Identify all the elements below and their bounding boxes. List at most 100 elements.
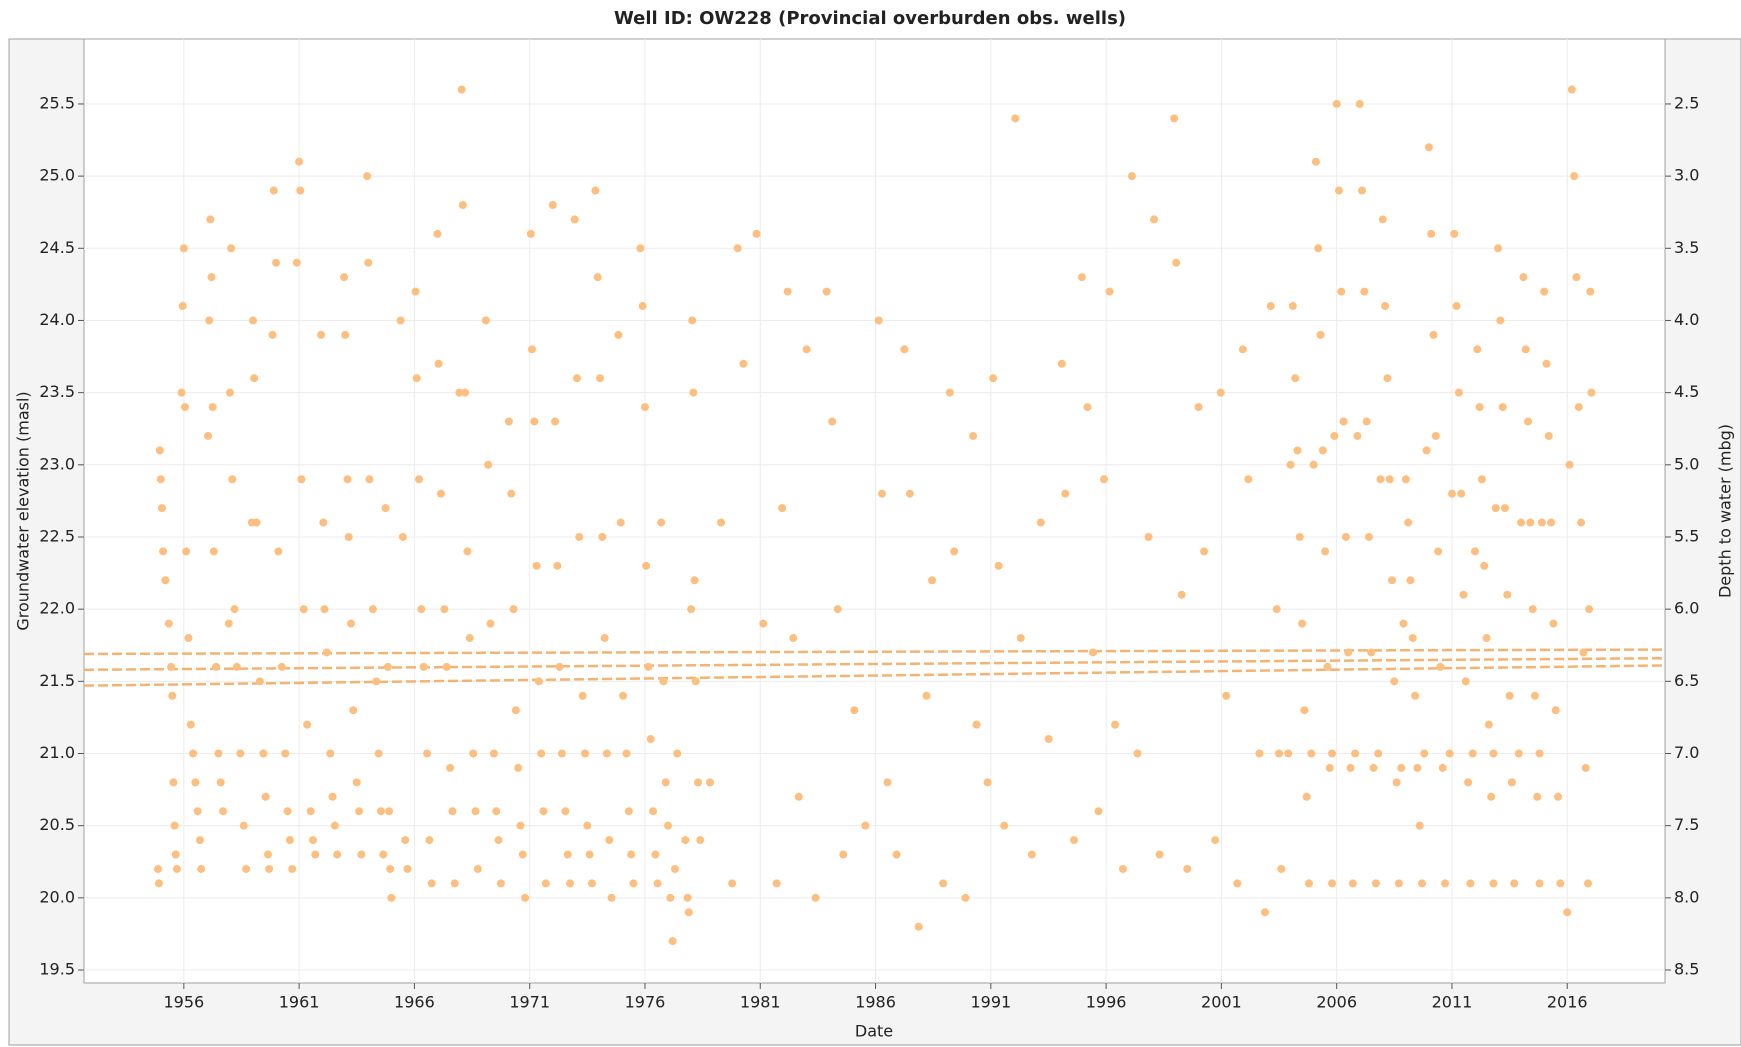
y-tick-label: 22.0 (39, 599, 75, 618)
y2-tick-label: 7.5 (1674, 815, 1699, 834)
point (365, 475, 374, 484)
x-tick-label: 1956 (163, 993, 204, 1012)
point (352, 778, 361, 787)
point (1016, 634, 1025, 643)
point (1408, 634, 1417, 643)
point (1291, 374, 1300, 383)
point (219, 807, 228, 816)
point (1183, 864, 1192, 873)
point (434, 359, 443, 368)
point (379, 850, 388, 859)
y-axis-label: Groundwater elevation (masl) (14, 391, 33, 630)
point (644, 662, 653, 671)
point (1491, 504, 1500, 513)
point (511, 706, 520, 715)
point (285, 836, 294, 845)
point (900, 345, 909, 354)
point (989, 374, 998, 383)
point (261, 792, 270, 801)
point (179, 244, 188, 253)
point (473, 864, 482, 873)
point (171, 850, 180, 859)
point (1300, 706, 1309, 715)
point (1417, 879, 1426, 888)
point (486, 619, 495, 628)
point (206, 215, 215, 224)
point (398, 532, 407, 541)
point (1556, 879, 1565, 888)
point (1480, 561, 1489, 570)
point (670, 864, 679, 873)
point (1537, 518, 1546, 527)
point (1044, 735, 1053, 744)
point (263, 850, 272, 859)
point (448, 807, 457, 816)
point (207, 273, 216, 282)
point (319, 518, 328, 527)
point (532, 561, 541, 570)
point (436, 489, 445, 498)
y2-tick-label: 4.0 (1674, 310, 1699, 329)
point (1194, 403, 1203, 412)
point (516, 821, 525, 830)
point (1484, 720, 1493, 729)
point (1500, 504, 1509, 513)
point (1390, 677, 1399, 686)
x-tick-label: 1971 (509, 993, 550, 1012)
point (518, 850, 527, 859)
point (450, 879, 459, 888)
point (1489, 879, 1498, 888)
point (1489, 749, 1498, 758)
point (374, 749, 383, 758)
point (227, 244, 236, 253)
point (364, 258, 373, 267)
point (1397, 763, 1406, 772)
point (1284, 749, 1293, 758)
point (1583, 879, 1592, 888)
y2-tick-label: 3.0 (1674, 166, 1699, 185)
point (509, 605, 518, 614)
point (236, 749, 245, 758)
point (1482, 634, 1491, 643)
y2-tick-label: 3.5 (1674, 238, 1699, 257)
x-axis-label: Date (855, 1022, 893, 1041)
y-tick-label: 19.5 (39, 960, 75, 979)
point (403, 864, 412, 873)
point (1445, 749, 1454, 758)
point (1461, 677, 1470, 686)
point (212, 662, 221, 671)
point (344, 532, 353, 541)
point (411, 287, 420, 296)
point (653, 879, 662, 888)
point (575, 532, 584, 541)
point (1305, 879, 1314, 888)
point (1216, 388, 1225, 397)
point (1383, 374, 1392, 383)
point (717, 518, 726, 527)
point (972, 720, 981, 729)
point (274, 547, 283, 556)
point (368, 605, 377, 614)
point (1094, 807, 1103, 816)
point (193, 807, 202, 816)
y2-tick-label: 6.5 (1674, 671, 1699, 690)
point (250, 374, 259, 383)
point (1452, 302, 1461, 311)
point (1127, 172, 1136, 181)
point (598, 532, 607, 541)
point (376, 807, 385, 816)
point (961, 893, 970, 902)
point (161, 576, 170, 585)
point (673, 749, 682, 758)
point (1503, 590, 1512, 599)
point (684, 908, 693, 917)
point (1144, 532, 1153, 541)
point (1376, 475, 1385, 484)
point (1325, 763, 1334, 772)
chart-title: Well ID: OW228 (Provincial overburden ob… (614, 8, 1126, 29)
point (1355, 99, 1364, 108)
point (605, 836, 614, 845)
point (778, 504, 787, 513)
point (1027, 850, 1036, 859)
point (822, 287, 831, 296)
